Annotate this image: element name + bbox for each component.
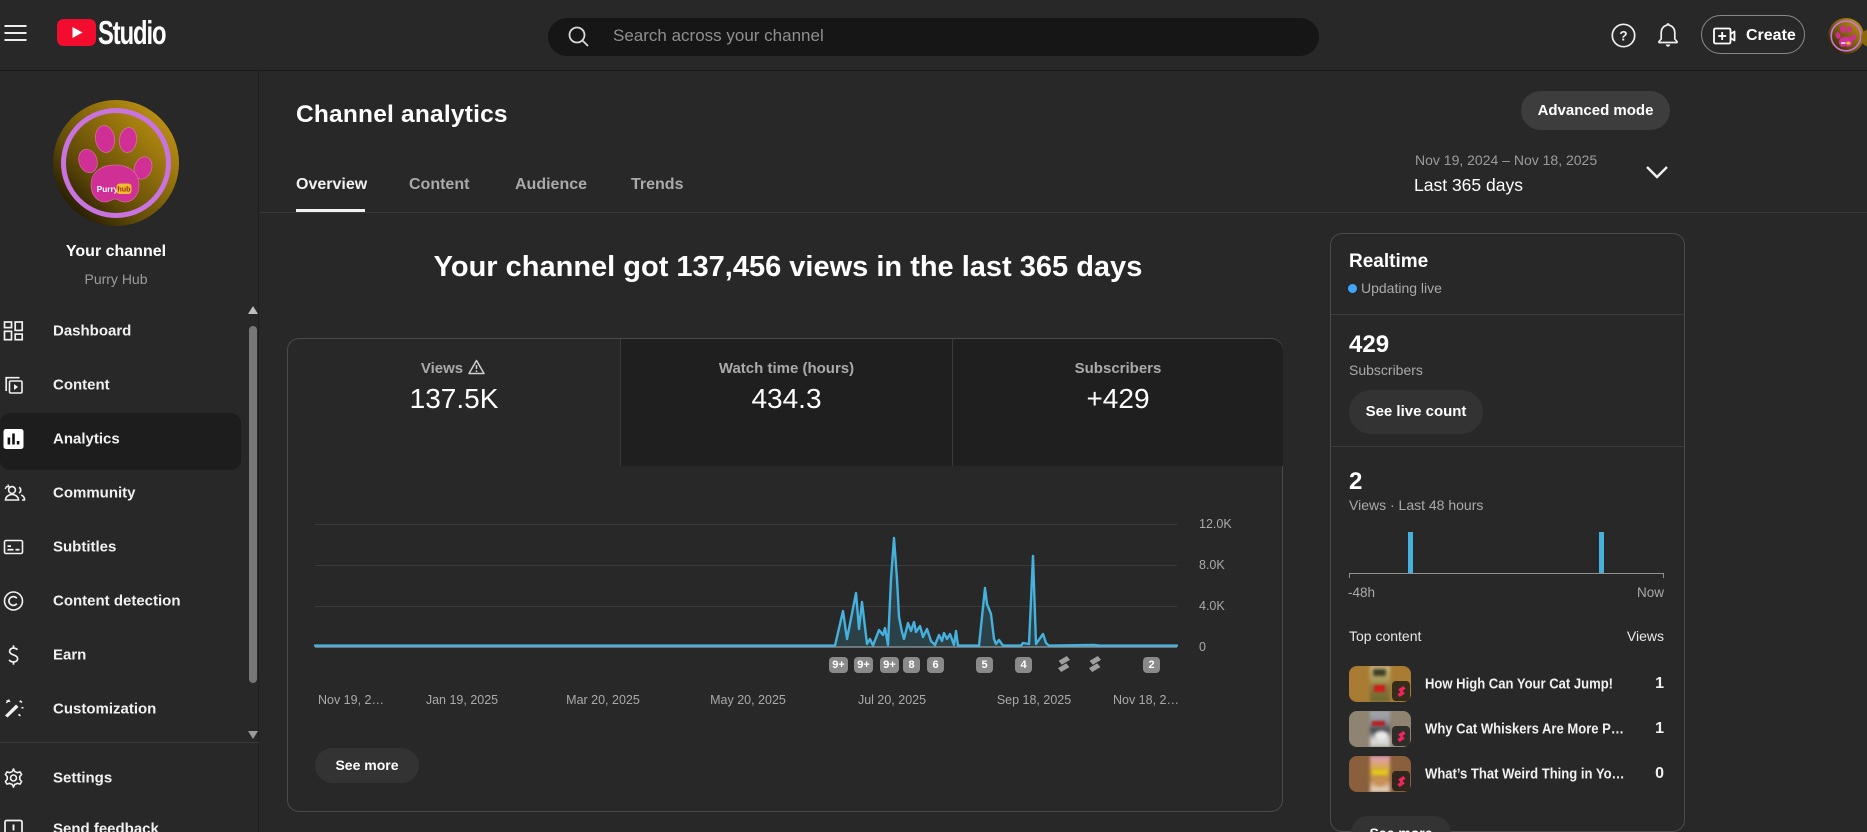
svg-text:Purry: Purry	[97, 185, 119, 194]
svg-text:?: ?	[1619, 28, 1627, 43]
svg-text:hub: hub	[117, 185, 131, 194]
